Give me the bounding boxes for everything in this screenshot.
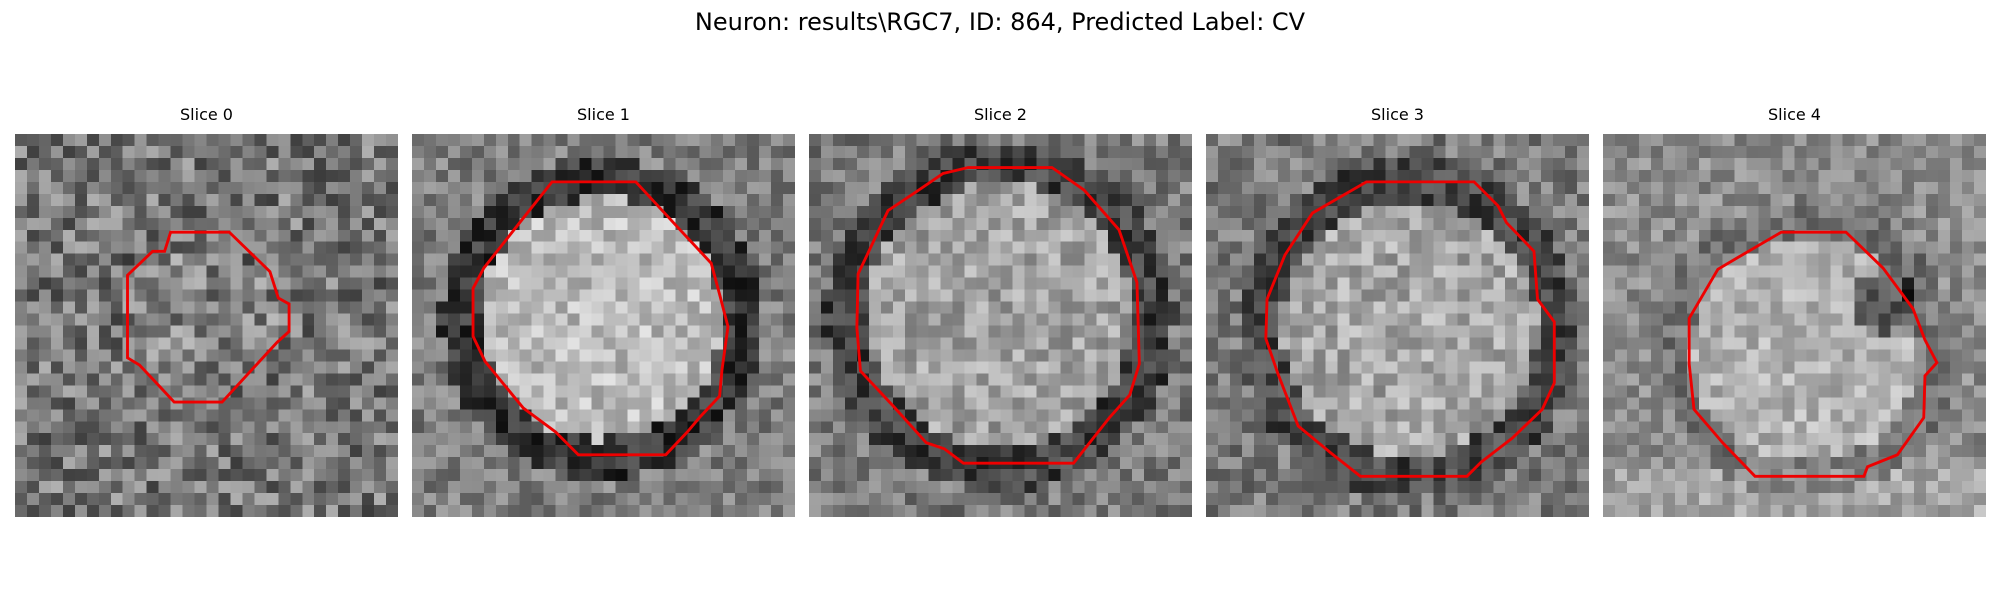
slice-image [412,134,795,517]
slice-panel-0: Slice 0 [15,105,398,523]
slice-image [15,134,398,517]
slice-panel-4: Slice 4 [1603,105,1986,523]
slice-title: Slice 2 [974,105,1027,124]
slice-image [809,134,1192,517]
slice-panel-2: Slice 2 [809,105,1192,523]
slice-title: Slice 3 [1371,105,1424,124]
slice-title: Slice 4 [1768,105,1821,124]
pixel-grid [412,134,795,517]
slice-image [1206,134,1589,517]
segmentation-contour [855,166,1141,465]
slice-title: Slice 1 [577,105,630,124]
pixel-grid [809,134,1192,517]
slice-title: Slice 0 [180,105,233,124]
slice-panel-1: Slice 1 [412,105,795,523]
segmentation-contour [1687,230,1939,478]
pixel-grid [1603,134,1986,517]
slice-image [1603,134,1986,517]
pixel-grid [1206,134,1589,517]
segmentation-contour [471,180,730,457]
segmentation-contour [126,230,291,404]
segmentation-contour [1264,180,1556,478]
pixel-grid [15,134,398,517]
figure-title: Neuron: results\RGC7, ID: 864, Predicted… [694,8,1306,36]
slice-panel-3: Slice 3 [1206,105,1589,523]
